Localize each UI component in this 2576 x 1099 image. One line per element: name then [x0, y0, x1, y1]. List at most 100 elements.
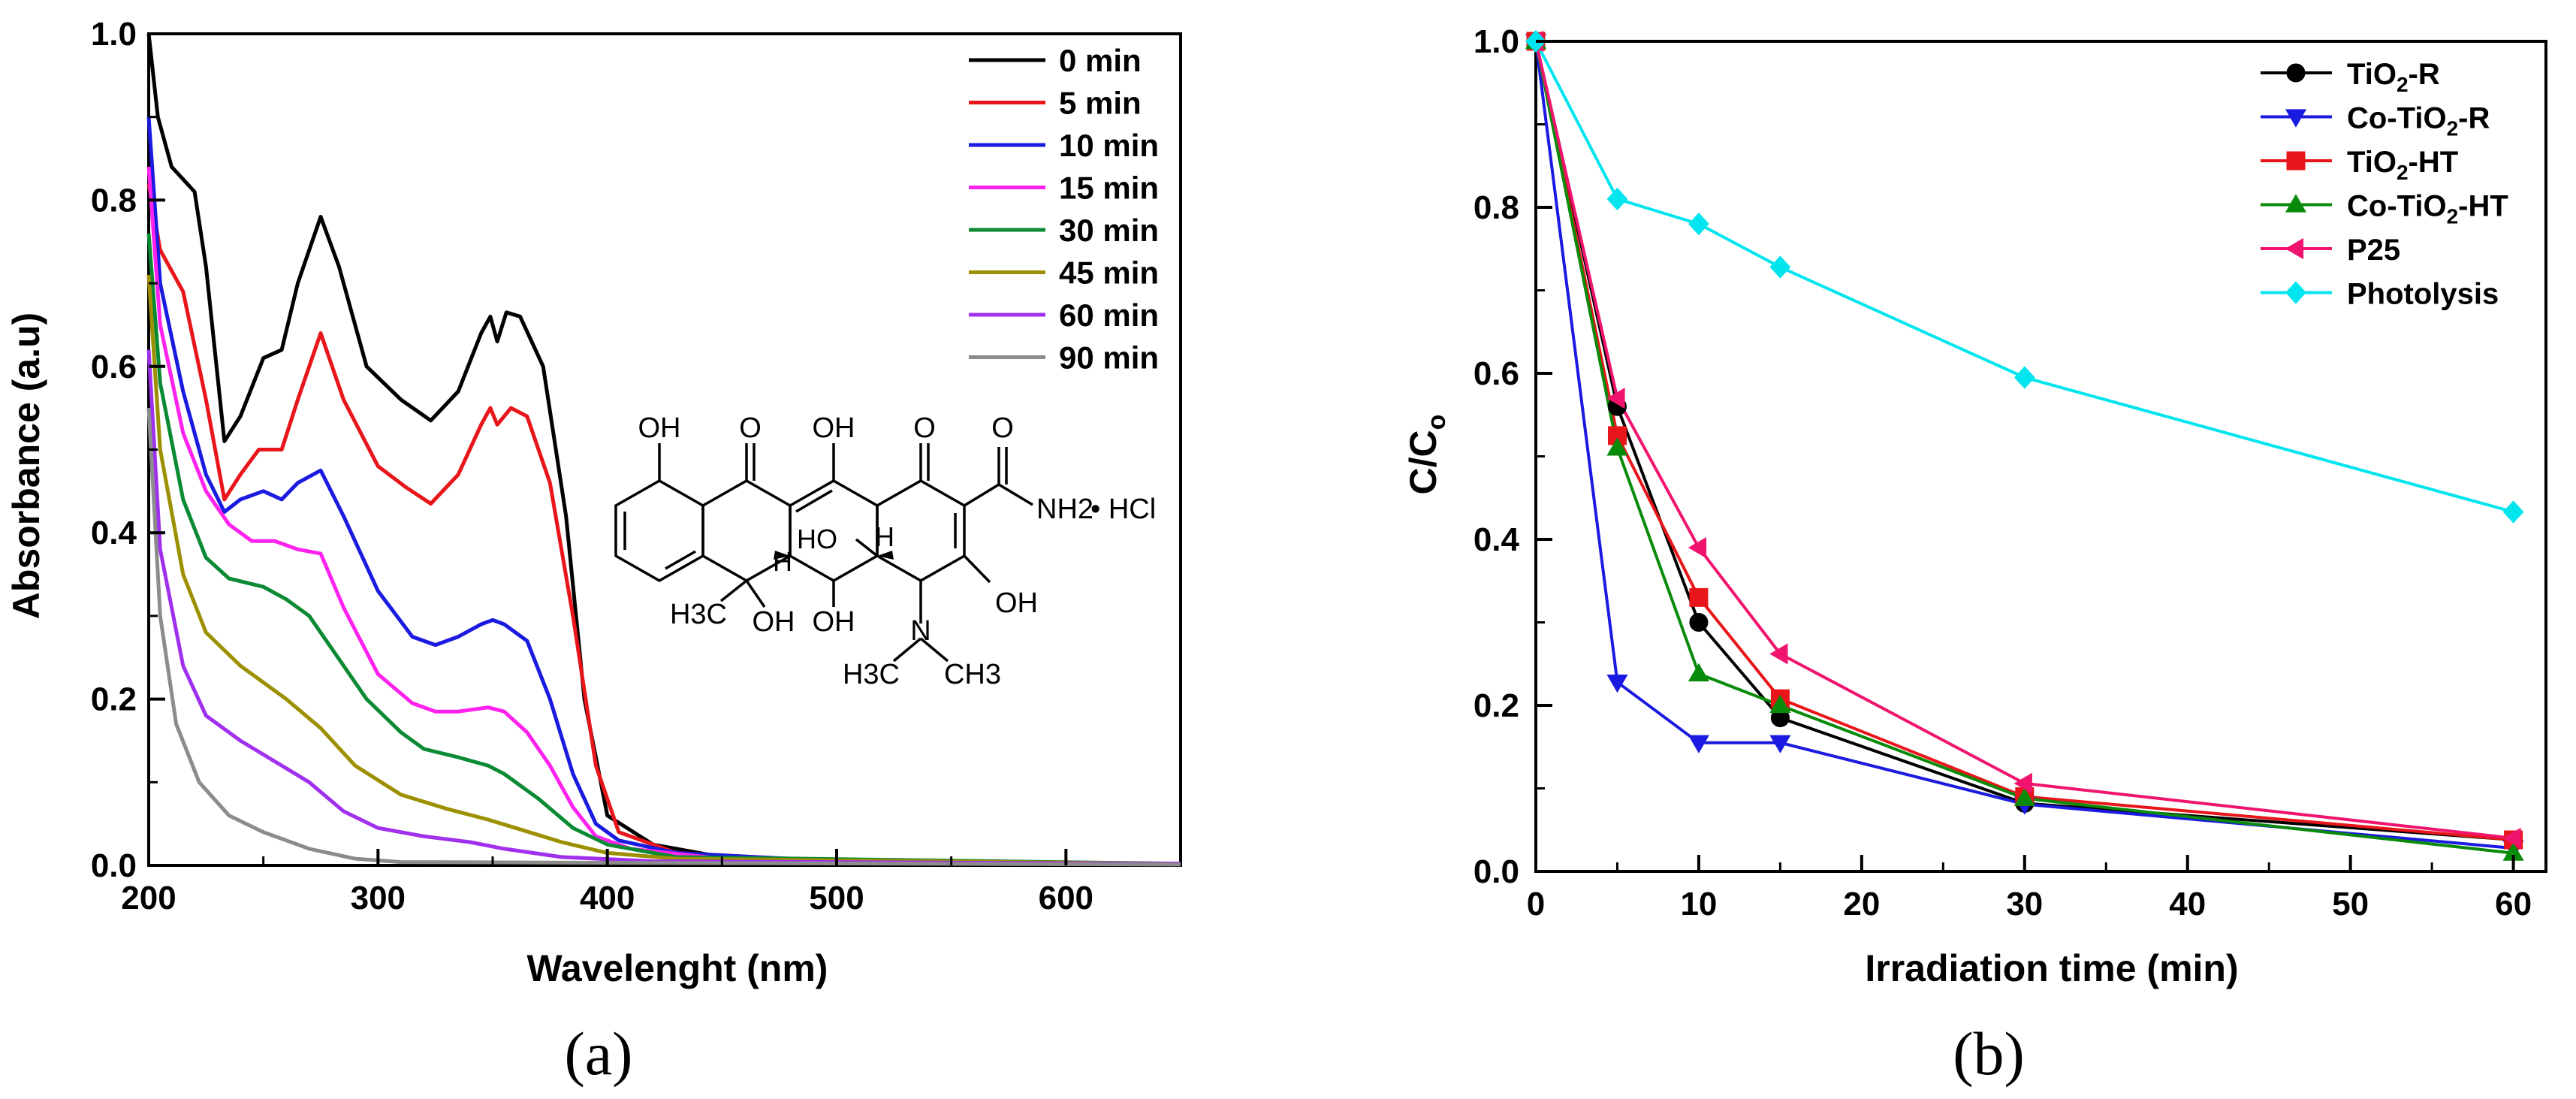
bond-n-ch3-left: [892, 637, 922, 663]
panel-b-legend-label-5: Photolysis: [2347, 278, 2499, 311]
panel-a-legend: 0 min 5 min 10 min 15 min 30 min 45 min 60 min…: [969, 43, 1159, 376]
mol-label-0: OH: [638, 412, 681, 444]
panel-a-y-axis-label: Absorbance (a.u): [5, 312, 47, 619]
panel-b-y-tick-label: 0.8: [1474, 189, 1519, 226]
panel-b-label: (b): [1953, 1019, 2025, 1088]
panel-a-y-tick-label: 0.6: [91, 349, 137, 385]
mol-label-5: NH2: [1036, 494, 1093, 525]
panel-b-degradation-chart: 0 10 20 30 40 50 600.00.20.40.60.81.0 TiO2-RCo…: [1402, 23, 2547, 1088]
panel-b-legend-label-sub: 2: [2447, 205, 2459, 228]
mol-label-14: N: [910, 615, 931, 647]
bond-oh-right: [963, 554, 991, 584]
panel-a-series-line-7: [146, 407, 1181, 867]
panel-a-x-tick-label: 200: [121, 880, 176, 916]
panel-a-legend-label-3: 15 min: [1059, 171, 1159, 206]
mol-label-16: CH3: [944, 659, 1001, 690]
panel-a-legend-label-2: 10 min: [1059, 128, 1159, 163]
panel-b-legend-label-main: TiO: [2347, 146, 2397, 179]
panel-b-y-tick-label: 0.6: [1474, 355, 1519, 392]
mol-label-13: OH: [813, 606, 855, 638]
panel-b-point-3-1: [1606, 437, 1628, 456]
panel-b-y-tick-label: 0.2: [1474, 687, 1519, 724]
mol-label-4: O: [991, 412, 1014, 444]
panel-b-y-tick-label: 0.4: [1474, 521, 1520, 558]
panel-b-legend-marker-3: [2285, 194, 2307, 213]
panel-b-point-4-4: [2013, 772, 2032, 794]
ring-d: [614, 479, 704, 583]
panel-b-legend-marker-1: [2285, 109, 2307, 128]
panel-b-legend-label-main: Co-TiO: [2347, 190, 2447, 223]
panel-b-legend-label-2: TiO2-HT: [2347, 146, 2458, 184]
panel-a-y-tick-label: 0.2: [91, 681, 137, 718]
panel-b-point-4-2: [1688, 536, 1707, 559]
panel-b-x-axis-label: Irradiation time (min): [1865, 947, 2238, 989]
panel-b-legend: TiO 2 -RCo-TiO2-R TiO2-HT Co-TiO2-HT P25 Photo…: [2261, 58, 2508, 311]
panel-a-x-tick-label: 500: [809, 880, 864, 916]
mol-label-7: H: [773, 546, 792, 577]
panel-b-legend-label-3: Co-TiO2-HT: [2347, 190, 2508, 228]
panel-a-series-line-2: [146, 116, 1181, 866]
panel-b-x-tick-label: 50: [2332, 886, 2369, 922]
bond-h3c: [719, 579, 748, 602]
bond-amide-c: [964, 483, 1000, 507]
panel-b-series-line-2: [1534, 41, 2514, 841]
panel-b-legend-label-1: Co-TiO2-R: [2347, 102, 2490, 140]
panel-a-x-axis-label: Wavelenght (nm): [527, 947, 828, 989]
panel-a-legend-label-6: 60 min: [1059, 297, 1159, 333]
panel-b-y-tick-label: 1.0: [1474, 23, 1519, 60]
panel-a-legend-label-1: 5 min: [1059, 86, 1142, 121]
stereo-wedge-1: [774, 551, 790, 560]
panel-b-point-4-1: [1606, 388, 1625, 409]
panel-b-point-5-3: [1769, 255, 1791, 279]
panel-b-y-tick-label: 0.0: [1474, 853, 1519, 890]
panel-b-x-tick-label: 20: [1843, 886, 1880, 922]
panel-a-series-line-4: [146, 233, 1181, 866]
panel-a-plot-frame: [147, 32, 1182, 867]
panel-b-legend-label-main: P25: [2347, 234, 2400, 267]
panel-b-x-tick-label: 40: [2169, 886, 2206, 922]
panel-a-legend-label-0: 0 min: [1059, 43, 1142, 78]
panel-b-x-tick-label: 30: [2006, 886, 2043, 922]
panel-b-legend-label-main: Photolysis: [2347, 278, 2499, 311]
panel-a-series-line-6: [146, 349, 1181, 866]
panel-b-point-5-1: [1606, 187, 1628, 211]
mol-label-8: HO: [797, 524, 837, 554]
panel-b-y-axis-label-main: C/C: [1402, 430, 1444, 494]
panel-b-legend-label-4: P25: [2347, 234, 2400, 267]
panel-b-legend-label-suffix: -HT: [2458, 190, 2508, 223]
panel-a-legend-label-7: 90 min: [1059, 340, 1159, 376]
panel-b-point-5-4: [2013, 366, 2035, 389]
panel-a-y-tick-label: 0.0: [91, 847, 137, 884]
panel-b-point-0-2: [1689, 613, 1709, 632]
bond-n-ch3-right: [919, 637, 949, 663]
panel-b-x-tick-label: 10: [1680, 886, 1717, 922]
bond-ho-middle: [855, 538, 879, 557]
panel-b-point-2-2: [1689, 587, 1709, 607]
panel-b-point-1-3: [1769, 735, 1791, 753]
panel-a-ticks-layer: 200 300 400 500 600 0.0 0.2 0.4 0.6 0.8 1.0: [91, 16, 1093, 916]
mol-label-6: • HCl: [1090, 494, 1156, 525]
panel-a-label: (a): [564, 1019, 632, 1088]
panel-a-series-line-0: [146, 33, 1181, 866]
panel-b-y-axis-label: C/Co: [1402, 415, 1451, 495]
panel-a-x-tick-label: 400: [580, 880, 635, 916]
panel-b-legend-label-suffix: -R: [2458, 102, 2490, 135]
panel-a-y-tick-label: 0.4: [91, 515, 137, 551]
mol-label-3: O: [913, 412, 936, 444]
panel-b-legend-marker-5: [2285, 281, 2306, 304]
panel-b-point-4-5: [2502, 827, 2521, 849]
mol-label-15: H3C: [843, 659, 900, 690]
panel-a-legend-label-4: 30 min: [1059, 213, 1159, 248]
mol-label-11: H3C: [670, 599, 727, 630]
mol-label-2: OH: [813, 412, 855, 444]
panel-b-point-1-1: [1606, 674, 1628, 693]
panel-a-uv-vis-chart: 200 300 400 500 600 0.0 0.2 0.4 0.6 0.8 1.0 0 min 5…: [5, 16, 1182, 1088]
panel-b-legend-marker-0: [2286, 63, 2306, 83]
mol-label-9: H: [875, 521, 894, 552]
bond-oh-bottom-1: [745, 580, 766, 608]
mol-label-1: O: [739, 412, 762, 444]
panel-a-x-tick-label: 600: [1039, 880, 1093, 916]
panel-b-legend-label-suffix: -HT: [2409, 146, 2459, 179]
ring-d-double-bond-2: [665, 550, 696, 570]
